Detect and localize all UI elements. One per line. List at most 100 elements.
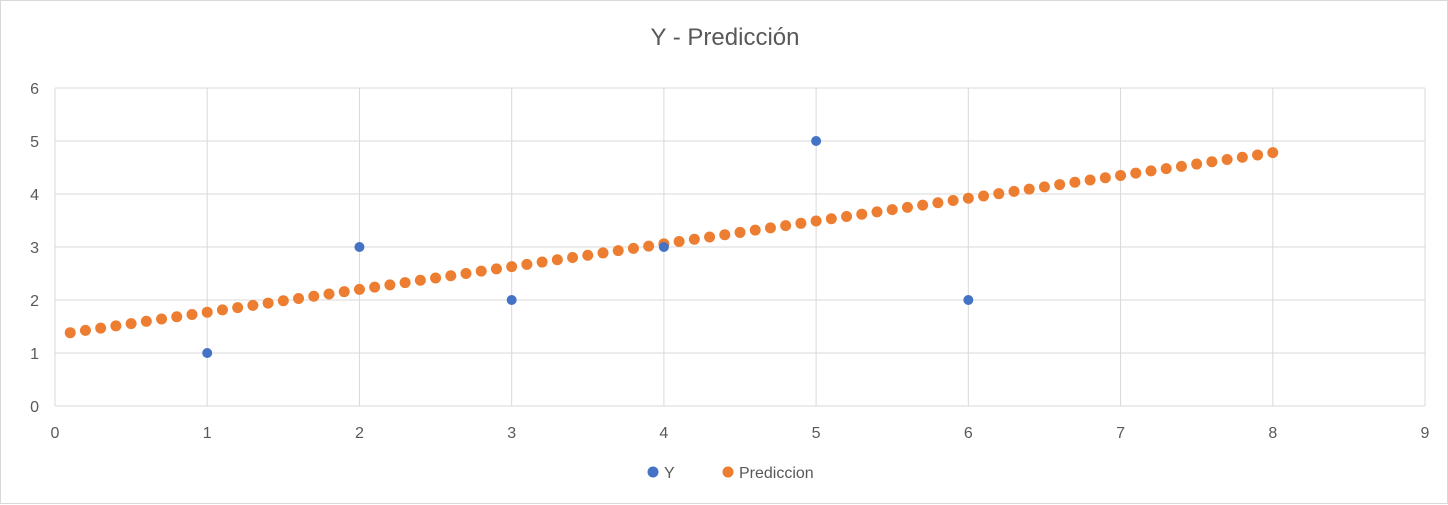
prediccion-point	[871, 206, 883, 218]
y-tick-label: 2	[30, 293, 39, 310]
series-prediccion	[64, 147, 1279, 339]
chart-title: Y - Predicción	[651, 24, 800, 51]
y-point	[202, 348, 213, 358]
prediccion-point	[293, 293, 305, 305]
prediccion-point	[64, 327, 76, 339]
prediccion-point	[201, 306, 213, 318]
prediccion-point	[1038, 181, 1050, 193]
legend: Y Prediccion	[647, 465, 814, 482]
legend-marker	[647, 466, 659, 478]
y-point	[506, 295, 517, 305]
prediccion-point	[79, 324, 91, 336]
y-tick-label: 1	[30, 346, 39, 363]
prediccion-point	[232, 302, 244, 314]
prediccion-point	[186, 308, 198, 320]
legend-marker	[722, 466, 734, 478]
x-tick-label: 4	[659, 425, 668, 442]
y-axis-ticks: 0 1 2 3 4 5 6	[30, 81, 39, 416]
prediccion-point	[1175, 160, 1187, 172]
series-y	[202, 136, 974, 358]
prediccion-point	[1252, 149, 1264, 161]
prediccion-point	[1236, 151, 1248, 163]
prediccion-point	[156, 313, 168, 325]
prediccion-point	[110, 320, 122, 332]
prediccion-point	[1099, 172, 1111, 184]
prediccion-point	[764, 222, 776, 234]
prediccion-point	[460, 267, 472, 279]
prediccion-point	[962, 192, 974, 204]
prediccion-point	[780, 220, 792, 232]
prediccion-point	[901, 201, 913, 213]
prediccion-point	[932, 197, 944, 209]
prediccion-point	[612, 245, 624, 257]
legend-label: Prediccion	[739, 465, 814, 482]
prediccion-point	[308, 290, 320, 302]
prediccion-point	[551, 254, 563, 266]
prediccion-point	[719, 229, 731, 241]
x-tick-label: 9	[1421, 425, 1430, 442]
x-tick-label: 2	[355, 425, 364, 442]
prediccion-point	[1023, 183, 1035, 195]
prediccion-point	[1191, 158, 1203, 170]
prediccion-point	[140, 315, 152, 327]
prediccion-point	[917, 199, 929, 211]
y-point	[963, 295, 974, 305]
prediccion-point	[688, 233, 700, 245]
prediccion-point	[795, 217, 807, 229]
y-tick-label: 6	[30, 81, 39, 98]
x-tick-label: 1	[203, 425, 212, 442]
prediccion-point	[384, 279, 396, 291]
x-tick-label: 3	[507, 425, 516, 442]
legend-item-prediccion: Prediccion	[722, 465, 814, 482]
prediccion-point	[673, 236, 685, 248]
prediccion-point	[414, 274, 426, 286]
prediccion-point	[369, 281, 381, 293]
prediccion-point	[490, 263, 502, 275]
prediccion-point	[886, 204, 898, 216]
y-tick-label: 5	[30, 134, 39, 151]
prediccion-point	[445, 270, 457, 282]
prediccion-point	[277, 295, 289, 307]
prediccion-point	[1008, 185, 1020, 197]
y-tick-label: 4	[30, 187, 39, 204]
y-point	[811, 136, 822, 146]
prediccion-point	[841, 210, 853, 222]
prediccion-point	[1115, 169, 1127, 181]
prediccion-point	[1054, 179, 1066, 191]
y-tick-label: 3	[30, 240, 39, 257]
prediccion-point	[1160, 163, 1172, 175]
prediccion-point	[597, 247, 609, 259]
prediccion-point	[521, 258, 533, 270]
prediccion-point	[749, 224, 761, 236]
legend-label: Y	[664, 465, 675, 482]
x-tick-label: 6	[964, 425, 973, 442]
prediccion-point	[567, 251, 579, 263]
prediccion-point	[947, 195, 959, 207]
prediccion-point	[430, 272, 442, 284]
prediccion-point	[978, 190, 990, 202]
prediccion-point	[1267, 147, 1279, 159]
x-axis-ticks: 0 1 2 3 4 5 6 7 8 9	[51, 425, 1430, 442]
prediccion-point	[627, 242, 639, 254]
prediccion-point	[1221, 153, 1233, 165]
prediccion-point	[95, 322, 107, 334]
legend-item-y: Y	[647, 465, 675, 482]
prediccion-point	[216, 304, 228, 316]
x-tick-label: 8	[1268, 425, 1277, 442]
prediccion-point	[399, 277, 411, 289]
prediccion-point	[1145, 165, 1157, 177]
y-point	[658, 242, 669, 252]
prediccion-point	[475, 265, 487, 277]
prediccion-point	[125, 318, 137, 330]
x-tick-label: 0	[51, 425, 60, 442]
prediccion-point	[704, 231, 716, 243]
prediccion-point	[825, 213, 837, 225]
prediccion-point	[582, 249, 594, 261]
prediccion-point	[1206, 156, 1218, 168]
prediccion-point	[734, 226, 746, 238]
prediccion-point	[338, 286, 350, 298]
prediccion-point	[1084, 174, 1096, 186]
x-tick-label: 5	[812, 425, 821, 442]
